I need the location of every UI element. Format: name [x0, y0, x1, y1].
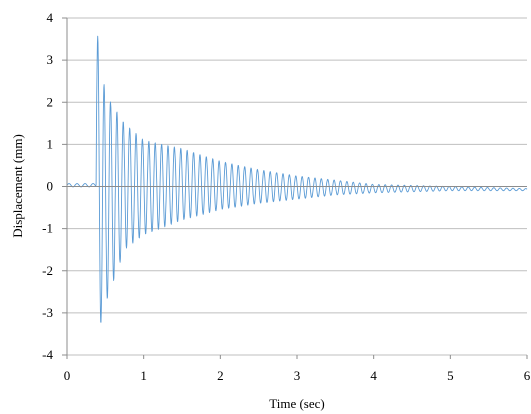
- x-tick-label-6: 6: [524, 368, 531, 383]
- gridlines: [67, 17, 527, 356]
- series-displacement: [66, 35, 528, 323]
- y-tick-label-1: 1: [47, 136, 54, 151]
- axes: [62, 17, 528, 359]
- x-tick-label-3: 3: [294, 368, 301, 383]
- y-axis-title: Displacement (mm): [10, 134, 25, 238]
- y-tick-label--4: -4: [42, 347, 53, 362]
- x-axis-title: Time (sec): [269, 396, 325, 411]
- y-tick-label-2: 2: [47, 94, 54, 109]
- x-tick-label-4: 4: [370, 368, 377, 383]
- x-tick-label-5: 5: [447, 368, 454, 383]
- tick-labels: 4 3 2 1 0 -1 -2 -3 -4 0 1 2 3 4 5 6: [42, 10, 531, 383]
- x-tick-label-2: 2: [217, 368, 224, 383]
- x-tick-label-0: 0: [64, 368, 71, 383]
- x-tick-label-1: 1: [140, 368, 147, 383]
- y-tick-label--3: -3: [42, 305, 53, 320]
- y-tick-label-0: 0: [47, 179, 54, 194]
- y-tick-label--1: -1: [42, 221, 53, 236]
- series-line-displacement: [66, 35, 528, 323]
- y-tick-label-3: 3: [47, 52, 54, 67]
- y-tick-label-4: 4: [47, 10, 54, 25]
- y-tick-label--2: -2: [42, 263, 53, 278]
